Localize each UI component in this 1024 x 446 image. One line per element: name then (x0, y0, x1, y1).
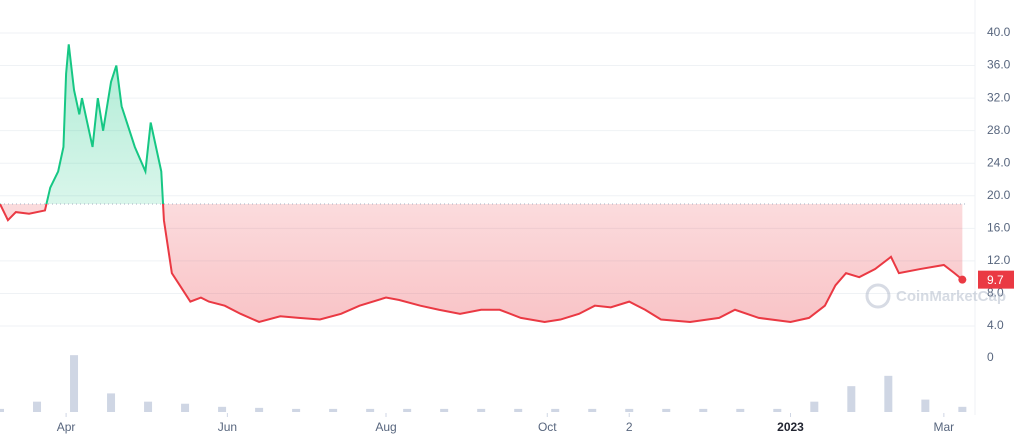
x-tick-label: Aug (375, 420, 396, 434)
volume-bar (958, 406, 967, 412)
y-tick-label: 12.0 (987, 253, 1011, 267)
price-line-up (0, 44, 165, 204)
watermark-text: CoinMarketCap (896, 288, 1006, 305)
volume-bar (329, 408, 338, 412)
y-tick-label: 28.0 (987, 123, 1011, 137)
price-line-down (0, 203, 963, 324)
y-tick-label: 40.0 (987, 25, 1011, 39)
y-tick-label: 32.0 (987, 90, 1011, 104)
volume-bar (662, 408, 671, 412)
volume-bar (699, 408, 708, 412)
volume-bar (0, 408, 4, 412)
y-tick-label: 20.0 (987, 188, 1011, 202)
volume-bar (144, 401, 153, 412)
x-tick-label: Oct (538, 420, 557, 434)
watermark-logo (865, 283, 891, 309)
volume-bar (514, 408, 523, 412)
volume-bar (551, 408, 560, 412)
area-up (0, 44, 963, 204)
volume-bar (366, 408, 375, 412)
current-point (958, 275, 967, 284)
volume-bar (625, 408, 634, 412)
volume-bar (884, 375, 893, 412)
volume-bar (181, 403, 190, 412)
volume-bar (255, 407, 264, 412)
volume-bar (736, 408, 745, 412)
volume-bar (70, 355, 79, 412)
volume-bar (810, 401, 819, 412)
y-tick-label: 24.0 (987, 155, 1011, 169)
current-label-bg (978, 270, 1014, 289)
area-down (0, 203, 963, 322)
volume-bar (847, 386, 856, 412)
volume-bar (477, 408, 486, 412)
volume-bar (218, 406, 227, 412)
volume-bar (588, 408, 597, 412)
y-tick-label: 36.0 (987, 58, 1011, 72)
volume-bar (773, 408, 782, 412)
x-tick-label: Apr (57, 420, 76, 434)
y-tick-label: 16.0 (987, 221, 1011, 235)
volume-bar (292, 408, 301, 412)
volume-bar (403, 408, 412, 412)
x-tick-label: Jun (218, 420, 237, 434)
volume-bar (33, 401, 42, 412)
volume-tick-label: 0 (987, 350, 994, 364)
y-tick-label: 4.0 (987, 318, 1004, 332)
volume-bar (921, 399, 930, 412)
watermark: CoinMarketCap (865, 283, 1006, 309)
x-tick-label: 2023 (777, 420, 804, 434)
y-tick-label: 8.0 (987, 286, 1004, 300)
volume-bar (440, 408, 449, 412)
volume-bar (107, 393, 116, 412)
x-tick-label: 2 (626, 420, 633, 434)
x-tick-label: Mar (934, 420, 955, 434)
current-label: 9.7 (987, 273, 1004, 287)
